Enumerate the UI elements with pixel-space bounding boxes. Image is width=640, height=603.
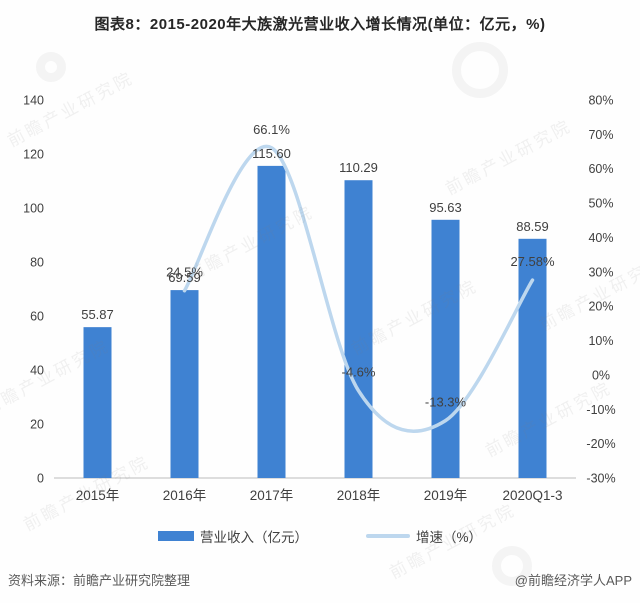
- legend-item-revenue: 营业收入（亿元）: [157, 526, 308, 546]
- x-label-2020Q1-3: 2020Q1-3: [502, 488, 562, 503]
- left-axis-tick: 60: [30, 310, 44, 324]
- right-axis-tick: 30%: [588, 265, 613, 279]
- right-axis-tick: 20%: [588, 300, 613, 314]
- left-axis-tick: 40: [30, 364, 44, 378]
- footer: 资料来源：前瞻产业研究院整理 @前瞻经济学人APP: [8, 570, 632, 589]
- legend-item-growth: 增速（%）: [365, 526, 482, 546]
- right-axis-tick: 60%: [588, 162, 613, 176]
- bar-2016年: [170, 290, 199, 478]
- bar-value-label-2018年: 110.29: [339, 160, 378, 175]
- x-label-2019年: 2019年: [424, 488, 468, 503]
- bar-value-label-2016年: 69.59: [168, 270, 201, 285]
- bar-2015年: [83, 327, 112, 478]
- left-axis-tick: 100: [23, 202, 44, 216]
- right-axis-tick: -10%: [586, 403, 615, 417]
- growth-line-path: [182, 144, 535, 433]
- legend-bar-swatch-icon: [157, 531, 194, 541]
- bar-value-label-2015年: 55.87: [81, 307, 114, 322]
- right-axis-tick: -30%: [586, 472, 615, 486]
- bar-value-label-2020Q1-3: 88.59: [516, 219, 549, 234]
- left-axis-tick: 120: [23, 148, 44, 162]
- growth-value-label-2020Q1-3: 27.58%: [510, 254, 555, 269]
- growth-value-label-2018年: -4.6%: [342, 365, 376, 380]
- x-label-2017年: 2017年: [250, 488, 294, 503]
- right-axis-tick: 70%: [588, 128, 613, 142]
- legend-label-growth: 增速（%）: [415, 530, 482, 545]
- bar-2018年: [344, 180, 373, 479]
- right-axis-tick: 40%: [588, 231, 613, 245]
- legend-label-revenue: 营业收入（亿元）: [199, 530, 308, 545]
- source-note: 资料来源：前瞻产业研究院整理: [8, 573, 191, 588]
- x-label-2016年: 2016年: [163, 488, 207, 503]
- right-axis-tick: 10%: [588, 334, 613, 348]
- left-axis-tick: 0: [37, 472, 44, 486]
- right-axis-tick: 50%: [588, 197, 613, 211]
- right-axis-tick: -20%: [586, 437, 615, 451]
- growth-value-label-2016年: 24.5%: [166, 265, 203, 280]
- left-axis-tick: 80: [30, 256, 44, 270]
- bar-2020Q1-3: [518, 238, 547, 478]
- x-label-2018年: 2018年: [337, 488, 381, 503]
- growth-value-label-2019年: -13.3%: [425, 395, 467, 410]
- legend-line-swatch-icon: [365, 534, 410, 538]
- bar-value-label-2017年: 115.60: [252, 146, 291, 161]
- bar-value-label-2019年: 95.63: [429, 200, 462, 215]
- chart-title: 图表8：2015-2020年大族激光营业收入增长情况(单位：亿元，%): [94, 16, 546, 33]
- right-axis-tick: 0%: [592, 368, 610, 382]
- growth-value-label-2017年: 66.1%: [253, 122, 290, 137]
- legend: 营业收入（亿元） 增速（%）: [0, 526, 640, 546]
- x-label-2015年: 2015年: [76, 488, 120, 503]
- bar-2019年: [431, 219, 460, 478]
- left-axis-tick: 140: [23, 94, 44, 108]
- right-axis-tick: 80%: [588, 94, 613, 108]
- left-axis-tick: 20: [30, 418, 44, 432]
- bar-2017年: [257, 165, 286, 478]
- credit: @前瞻经济学人APP: [514, 573, 632, 588]
